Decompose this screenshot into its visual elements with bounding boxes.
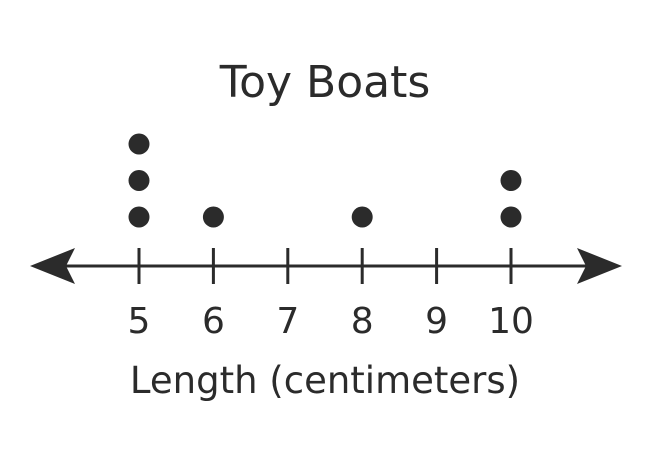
dot-5-2 xyxy=(128,170,150,191)
tick-label-5: 5 xyxy=(128,301,151,342)
tick-label-8: 8 xyxy=(351,301,374,342)
right-arrow-icon xyxy=(577,248,622,284)
data-dots xyxy=(128,133,522,228)
left-arrow-icon xyxy=(30,248,75,284)
tick-label-7: 7 xyxy=(276,301,299,342)
chart-title: Toy Boats xyxy=(219,57,431,108)
number-line xyxy=(30,248,622,284)
tick-labels: 5 6 7 8 9 10 xyxy=(128,301,534,342)
tick-marks xyxy=(137,248,513,284)
dot-6-1 xyxy=(202,206,224,228)
dot-10-2 xyxy=(500,170,522,191)
tick-label-6: 6 xyxy=(202,301,225,342)
x-axis-label: Length (centimeters) xyxy=(130,359,520,402)
tick-label-10: 10 xyxy=(488,301,534,342)
dot-8-1 xyxy=(351,206,373,228)
dot-5-3 xyxy=(128,133,150,155)
dot-10-1 xyxy=(500,206,522,228)
dot-5-1 xyxy=(128,206,150,228)
tick-label-9: 9 xyxy=(425,301,448,342)
